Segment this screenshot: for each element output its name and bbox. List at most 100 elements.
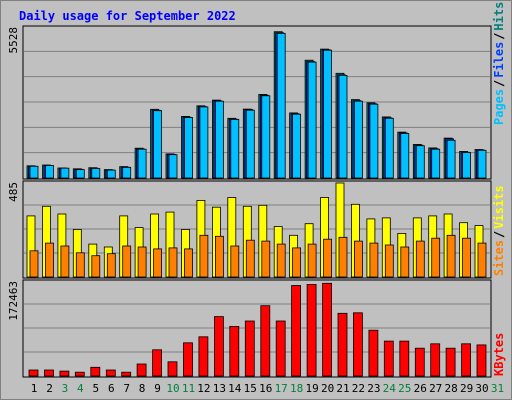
hits-bar-pages-day-2 — [45, 165, 54, 179]
x-tick-label-day-18: 18 — [290, 382, 303, 395]
hits-bar-pages-day-6 — [106, 169, 116, 179]
kbytes-bar-kbytes-day-24 — [383, 340, 394, 377]
kbytes-bar-kbytes-day-8 — [136, 363, 147, 377]
x-tick-label-day-19: 19 — [305, 382, 318, 395]
visits-bar-sites-day-26 — [415, 240, 425, 278]
kbytes-bar-kbytes-day-13 — [213, 316, 224, 377]
visits-bar-sites-day-25 — [400, 246, 410, 278]
hits-bar-pages-day-25 — [400, 133, 410, 179]
visits-bar-sites-day-5 — [91, 255, 101, 278]
x-tick-label-day-12: 12 — [197, 382, 210, 395]
visits-bar-sites-day-28 — [446, 234, 456, 278]
x-tick-label-day-13: 13 — [213, 382, 226, 395]
visits-bar-sites-day-30 — [477, 242, 487, 278]
hits-bar-pages-day-12 — [199, 106, 209, 179]
visits-bar-sites-day-1 — [29, 250, 39, 278]
visits-bar-sites-day-2 — [45, 242, 54, 278]
kbytes-bar-kbytes-day-5 — [90, 366, 101, 377]
x-tick-label-day-29: 29 — [460, 382, 473, 395]
x-tick-label-day-5: 5 — [92, 382, 99, 395]
visits-bar-sites-day-8 — [137, 246, 147, 278]
kbytes-bar-kbytes-day-19 — [306, 283, 317, 377]
visits-bar-sites-day-22 — [353, 240, 363, 278]
chart-title: Daily usage for September 2022 — [19, 9, 236, 23]
visits-bar-sites-day-7 — [122, 245, 132, 278]
hits-bar-pages-day-13 — [214, 100, 224, 179]
x-tick-label-day-20: 20 — [321, 382, 334, 395]
hits-bar-pages-day-7 — [122, 166, 132, 179]
hits-bar-pages-day-18 — [292, 113, 302, 179]
visits-bar-sites-day-15 — [245, 239, 255, 278]
x-tick-label-day-11: 11 — [182, 382, 195, 395]
hits-bar-pages-day-9 — [153, 110, 163, 179]
kbytes-bar-kbytes-day-1 — [28, 369, 39, 377]
hits-bar-pages-day-27 — [431, 148, 441, 179]
kbytes-bar-kbytes-day-14 — [229, 325, 240, 377]
kbytes-bar-kbytes-day-17 — [275, 320, 286, 377]
hits-y-max-label: 5528 — [7, 27, 20, 54]
hits-bar-pages-day-10 — [168, 154, 178, 179]
visits-bar-sites-day-3 — [60, 245, 70, 278]
x-tick-label-day-10: 10 — [166, 382, 179, 395]
visits-bar-sites-day-16 — [261, 240, 271, 278]
kbytes-bar-kbytes-day-27 — [430, 343, 441, 377]
visits-legend-visits: Visits — [492, 185, 506, 228]
hits-bar-pages-day-21 — [338, 75, 348, 179]
visits-bar-sites-day-17 — [276, 243, 286, 278]
visits-bar-sites-day-6 — [106, 253, 116, 278]
x-tick-label-day-16: 16 — [259, 382, 272, 395]
hits-bar-pages-day-8 — [137, 148, 147, 179]
hits-bar-pages-day-16 — [261, 95, 271, 179]
x-tick-label-day-17: 17 — [275, 382, 288, 395]
kbytes-bar-kbytes-day-20 — [322, 282, 333, 377]
x-tick-label-day-28: 28 — [444, 382, 457, 395]
hits-legend-separator: / — [492, 33, 506, 40]
x-tick-label-day-22: 22 — [352, 382, 365, 395]
hits-bar-pages-day-4 — [75, 169, 85, 179]
x-tick-label-day-7: 7 — [123, 382, 130, 395]
x-tick-label-day-21: 21 — [336, 382, 349, 395]
kbytes-bar-kbytes-day-30 — [476, 344, 487, 377]
visits-bar-sites-day-13 — [214, 235, 224, 278]
kbytes-bar-kbytes-day-9 — [152, 349, 163, 377]
x-tick-label-day-27: 27 — [429, 382, 442, 395]
visits-bar-sites-day-14 — [230, 245, 240, 278]
kbytes-bar-kbytes-day-3 — [59, 370, 70, 377]
x-tick-label-day-25: 25 — [398, 382, 411, 395]
kbytes-bar-kbytes-day-12 — [198, 336, 209, 377]
kbytes-bar-kbytes-day-11 — [183, 342, 193, 377]
visits-bar-sites-day-24 — [384, 244, 394, 278]
visits-legend-sites: Sites — [492, 240, 506, 276]
hits-bar-pages-day-20 — [323, 49, 333, 179]
visits-bar-sites-day-19 — [307, 243, 317, 278]
visits-bar-sites-day-10 — [168, 247, 178, 278]
visits-legend-separator: / — [492, 231, 506, 238]
hits-legend-pages: Pages — [492, 89, 506, 125]
hits-legend-hits: Hits — [492, 2, 506, 31]
kbytes-legend-kbytes: KBytes — [492, 333, 506, 376]
kbytes-bar-kbytes-day-21 — [337, 312, 348, 377]
hits-bar-pages-day-29 — [462, 152, 472, 179]
hits-legend-separator: / — [492, 80, 506, 87]
kbytes-bar-kbytes-day-23 — [368, 329, 379, 377]
x-tick-label-day-24: 24 — [383, 382, 397, 395]
kbytes-bar-kbytes-day-15 — [244, 320, 255, 377]
kbytes-bar-kbytes-day-26 — [414, 347, 425, 377]
visits-y-max-label: 485 — [7, 182, 20, 202]
visits-bar-sites-day-29 — [462, 237, 472, 278]
visits-bar-sites-day-12 — [199, 234, 209, 278]
x-tick-label-day-4: 4 — [77, 382, 84, 395]
hits-bar-pages-day-26 — [415, 145, 425, 179]
kbytes-y-max-label: 172463 — [7, 281, 20, 321]
x-tick-label-day-31: 31 — [491, 382, 504, 395]
visits-bar-sites-day-18 — [292, 247, 302, 278]
hits-bar-pages-day-1 — [29, 165, 39, 179]
visits-bar-sites-day-20 — [323, 238, 333, 278]
x-tick-label-day-15: 15 — [244, 382, 257, 395]
x-tick-label-day-26: 26 — [414, 382, 427, 395]
hits-bar-pages-day-5 — [91, 168, 101, 179]
kbytes-bar-kbytes-day-29 — [461, 343, 472, 377]
x-tick-label-day-2: 2 — [46, 382, 53, 395]
hits-bar-pages-day-3 — [60, 167, 70, 179]
hits-bar-pages-day-15 — [245, 109, 255, 179]
